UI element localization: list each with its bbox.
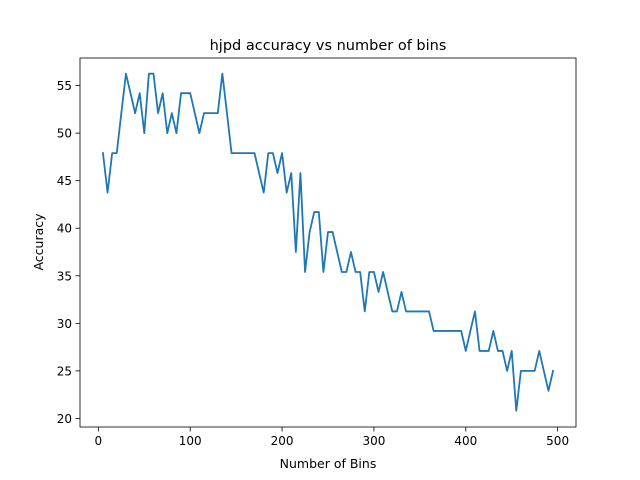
y-tick-label: 40 <box>57 222 72 236</box>
x-tick-label: 300 <box>362 434 385 448</box>
x-tick-label: 400 <box>454 434 477 448</box>
x-tick-label: 200 <box>271 434 294 448</box>
y-tick-label: 35 <box>57 269 72 283</box>
y-tick-label: 30 <box>57 317 72 331</box>
y-tick-label: 20 <box>57 412 72 426</box>
y-tick-label: 45 <box>57 174 72 188</box>
y-tick-label: 55 <box>57 79 72 93</box>
series-line <box>101 72 555 412</box>
x-tick-label: 100 <box>179 434 202 448</box>
x-tick-label: 500 <box>546 434 569 448</box>
chart-title: hjpd accuracy vs number of bins <box>210 38 447 54</box>
y-axis-label: Accuracy <box>31 213 46 271</box>
x-axis-label: Number of Bins <box>280 456 377 471</box>
x-axis: 0 100 200 300 400 500 <box>95 427 569 448</box>
y-tick-label: 25 <box>57 364 72 378</box>
x-tick-label: 0 <box>95 434 103 448</box>
axes-frame <box>79 57 577 428</box>
y-axis: 20 25 30 35 40 45 50 55 <box>57 79 80 426</box>
y-tick-label: 50 <box>57 127 72 141</box>
